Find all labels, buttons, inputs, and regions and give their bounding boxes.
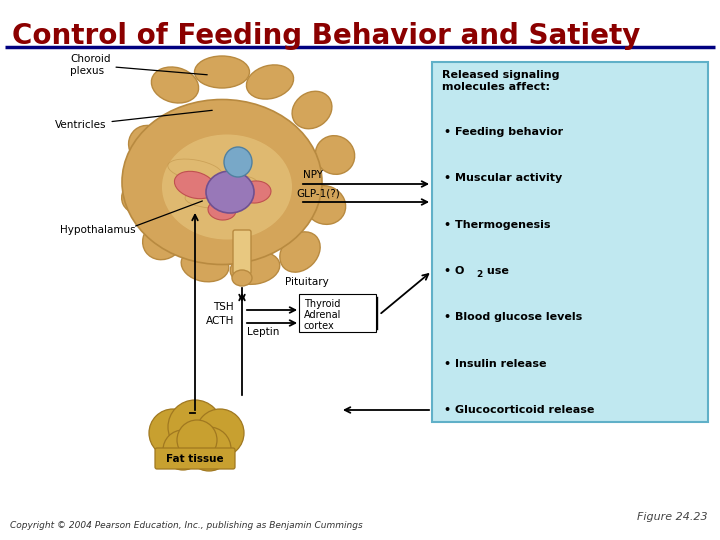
Text: use: use xyxy=(483,266,509,276)
Text: Pituitary: Pituitary xyxy=(285,277,329,287)
Text: Figure 24.23: Figure 24.23 xyxy=(637,512,708,522)
Text: 2: 2 xyxy=(476,270,482,279)
Text: cortex: cortex xyxy=(304,321,335,331)
Text: Thyroid: Thyroid xyxy=(304,299,341,309)
Ellipse shape xyxy=(122,176,164,214)
Ellipse shape xyxy=(181,248,229,282)
Text: Copyright © 2004 Pearson Education, Inc., publishing as Benjamin Cummings: Copyright © 2004 Pearson Education, Inc.… xyxy=(10,521,363,530)
Ellipse shape xyxy=(224,147,252,177)
Ellipse shape xyxy=(232,270,252,286)
Circle shape xyxy=(168,400,222,454)
FancyBboxPatch shape xyxy=(155,448,235,469)
Ellipse shape xyxy=(174,171,215,199)
Text: Leptin: Leptin xyxy=(247,327,279,337)
Ellipse shape xyxy=(143,220,184,260)
Text: Choroid
plexus: Choroid plexus xyxy=(70,54,207,76)
Ellipse shape xyxy=(162,134,292,240)
Text: • Muscular activity: • Muscular activity xyxy=(444,173,562,184)
Circle shape xyxy=(187,427,231,471)
Circle shape xyxy=(177,420,217,460)
Circle shape xyxy=(163,430,203,470)
Ellipse shape xyxy=(305,186,346,225)
Text: NPY: NPY xyxy=(303,170,323,180)
Circle shape xyxy=(196,409,244,457)
Text: Fat tissue: Fat tissue xyxy=(166,454,224,464)
Text: TSH: TSH xyxy=(213,302,234,312)
Text: • Glucocorticoid release: • Glucocorticoid release xyxy=(444,405,595,415)
Circle shape xyxy=(149,409,197,457)
Ellipse shape xyxy=(122,99,322,265)
Text: • O: • O xyxy=(444,266,464,276)
Text: Control of Feeding Behavior and Satiety: Control of Feeding Behavior and Satiety xyxy=(12,22,640,50)
Ellipse shape xyxy=(246,65,294,99)
Text: • Blood glucose levels: • Blood glucose levels xyxy=(444,312,582,322)
Ellipse shape xyxy=(206,171,254,213)
Ellipse shape xyxy=(208,200,236,220)
Text: ACTH: ACTH xyxy=(206,316,234,326)
Ellipse shape xyxy=(151,67,199,103)
FancyBboxPatch shape xyxy=(233,230,251,274)
Ellipse shape xyxy=(280,232,320,272)
Ellipse shape xyxy=(292,91,332,129)
Text: Adrenal: Adrenal xyxy=(304,310,341,320)
FancyBboxPatch shape xyxy=(299,294,376,332)
Text: • Insulin release: • Insulin release xyxy=(444,359,546,369)
Text: • Thermogenesis: • Thermogenesis xyxy=(444,220,551,229)
Ellipse shape xyxy=(315,136,355,174)
FancyBboxPatch shape xyxy=(432,62,708,422)
Text: Ventricles: Ventricles xyxy=(55,110,212,130)
Text: • Feeding behavior: • Feeding behavior xyxy=(444,127,563,137)
Ellipse shape xyxy=(194,56,250,88)
Text: Hypothalamus: Hypothalamus xyxy=(60,225,135,235)
Ellipse shape xyxy=(230,252,280,285)
Ellipse shape xyxy=(239,181,271,203)
Text: Released signaling
molecules affect:: Released signaling molecules affect: xyxy=(442,70,559,92)
Ellipse shape xyxy=(129,125,168,165)
Text: GLP-1(?): GLP-1(?) xyxy=(296,189,340,199)
